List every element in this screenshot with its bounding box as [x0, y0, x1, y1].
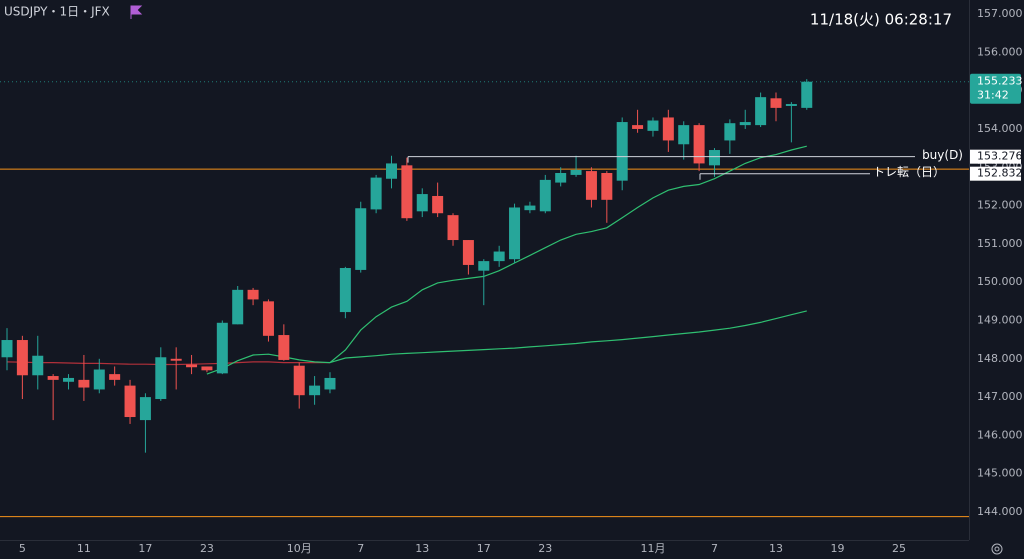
annotation-price: 153.276	[977, 150, 1023, 163]
candle-body	[47, 376, 59, 380]
candle-body	[63, 377, 75, 382]
x-tick-label: 5	[19, 542, 26, 555]
clock: 11/18(火) 06:28:17	[810, 11, 952, 29]
y-tick-label: 147.000	[977, 390, 1023, 403]
candle-body	[570, 169, 582, 175]
candle-body	[247, 289, 259, 300]
candle-body	[309, 385, 321, 396]
annotation-label: トレ転（日）	[873, 165, 945, 179]
y-tick-label: 148.000	[977, 352, 1023, 365]
y-tick-label: 146.000	[977, 428, 1023, 441]
candle-body	[493, 251, 505, 262]
candle-body	[355, 208, 367, 270]
candle-body	[755, 97, 767, 126]
candle-body	[324, 377, 336, 390]
x-tick-label: 17	[138, 542, 152, 555]
x-tick-label: 23	[538, 542, 552, 555]
candle-body	[416, 194, 428, 212]
candle-body	[78, 379, 90, 388]
candle-body	[155, 357, 167, 400]
y-tick-label: 152.000	[977, 199, 1023, 212]
y-tick-label: 151.000	[977, 237, 1023, 250]
annotation-price: 152.832	[977, 167, 1023, 180]
candle-body	[232, 289, 244, 325]
moving-average	[6, 361, 330, 366]
y-tick-label: 145.000	[977, 467, 1023, 480]
x-tick-label: 17	[477, 542, 491, 555]
candle-body	[601, 173, 613, 200]
countdown: 31:42	[977, 89, 1009, 102]
candle-body	[724, 123, 736, 141]
symbol-title: USDJPY・1日・JFX	[4, 5, 110, 19]
x-tick-label: 7	[711, 542, 718, 555]
candle-body	[693, 125, 705, 164]
y-tick-label: 154.000	[977, 122, 1023, 135]
annotation-price-tag	[970, 149, 1021, 164]
x-tick-label: 13	[415, 542, 429, 555]
candle-body	[124, 385, 136, 418]
x-tick-label: 13	[769, 542, 783, 555]
candle-body	[186, 364, 198, 368]
x-tick-label: 25	[892, 542, 906, 555]
candle-body	[524, 205, 536, 211]
candle-body	[278, 335, 290, 360]
x-tick-label: 7	[357, 542, 364, 555]
candle-body	[370, 177, 382, 210]
last-price-label: 155.233	[977, 75, 1023, 88]
candle-body	[585, 171, 597, 200]
candle-body	[708, 150, 720, 166]
y-tick-label: 144.000	[977, 505, 1023, 518]
candle-body	[462, 240, 474, 265]
candle-body	[293, 365, 305, 396]
flag-icon[interactable]	[130, 5, 143, 19]
candle-body	[1, 340, 13, 358]
x-tick-label: 11月	[640, 542, 665, 555]
settings-icon-center	[994, 546, 1000, 552]
candle-body	[632, 125, 644, 129]
y-tick-label: 149.000	[977, 313, 1023, 326]
settings-icon[interactable]	[991, 543, 1003, 555]
y-tick-label: 156.000	[977, 45, 1023, 58]
candle-body	[801, 81, 813, 108]
annotation-price-tag	[970, 166, 1021, 181]
candle-body	[201, 366, 213, 371]
candle-body	[386, 163, 397, 179]
candle-body	[170, 358, 182, 361]
x-tick-label: 19	[831, 542, 845, 555]
candle-body	[478, 261, 490, 271]
candle-body	[401, 165, 413, 219]
candle-body	[262, 301, 274, 336]
y-tick-label: 157.000	[977, 7, 1023, 20]
candle-body	[662, 117, 674, 141]
candle-body	[616, 122, 628, 181]
x-tick-label: 11	[77, 542, 91, 555]
candle-body	[16, 340, 28, 376]
candle-body	[339, 268, 351, 313]
candle-body	[739, 122, 751, 126]
candle-body	[109, 374, 121, 380]
candle-body	[447, 215, 459, 241]
candle-body	[93, 369, 105, 390]
candle-body	[785, 104, 797, 106]
candle-body	[509, 207, 521, 260]
candle-body	[647, 120, 659, 131]
plot-area	[0, 79, 969, 518]
candle-body	[555, 173, 567, 183]
last-price-tag	[970, 73, 1021, 104]
candle-body	[770, 98, 782, 108]
x-tick-label: 23	[200, 542, 214, 555]
candle-body	[539, 179, 551, 212]
y-tick-label: 150.000	[977, 275, 1023, 288]
candle-body	[32, 355, 44, 376]
candle-body	[216, 322, 228, 374]
moving-average	[206, 145, 807, 375]
moving-average	[329, 310, 807, 364]
candle-body	[432, 195, 444, 214]
candle-body	[678, 125, 690, 145]
candle-body	[139, 397, 151, 421]
x-tick-label: 10月	[287, 542, 312, 555]
annotation-label: buy(D)	[922, 148, 963, 162]
